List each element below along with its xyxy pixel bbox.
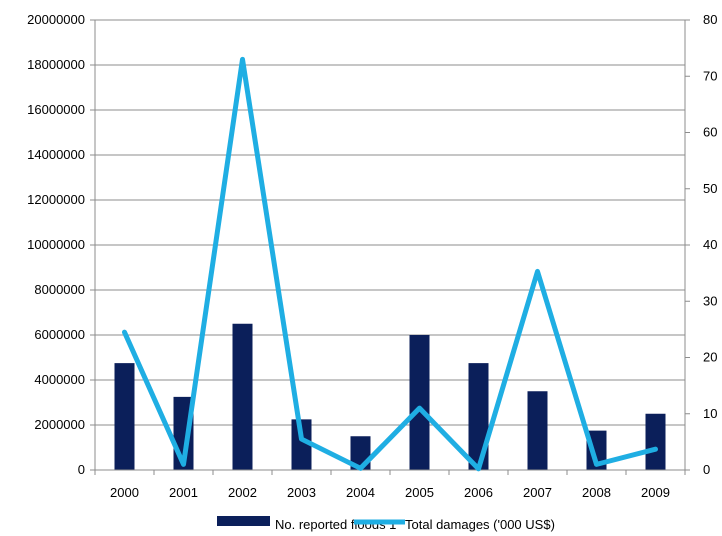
left-tick-label: 18000000 [27,57,85,72]
bar [291,419,312,470]
x-tick-label: 2005 [405,485,434,500]
right-tick-label: 40 [703,237,717,252]
x-tick-label: 2007 [523,485,552,500]
damages-line [122,56,658,472]
x-tick-label: 2004 [346,485,375,500]
x-tick-label: 2001 [169,485,198,500]
left-tick-label: 4000000 [34,372,85,387]
left-axis-ticks: 0 2000000 4000000 6000000 8000000 10000000 120… [27,12,95,477]
right-axis-ticks: 0 10 20 30 40 50 60 70 80 [685,12,717,477]
left-tick-label: 8000000 [34,282,85,297]
legend: No. reported floods 1 Total damages ('000… [217,516,555,532]
left-tick-label: 10000000 [27,237,85,252]
right-tick-label: 80 [703,12,717,27]
bar [468,363,489,470]
left-tick-label: 2000000 [34,417,85,432]
bar [409,335,430,470]
left-tick-label: 0 [78,462,85,477]
left-tick-label: 6000000 [34,327,85,342]
x-axis-ticks: 2000 2001 2002 2003 2004 2005 2006 2007 2008 2009 [110,485,670,500]
legend-bar-swatch [217,516,270,526]
x-tick-label: 2006 [464,485,493,500]
x-tick-label: 2003 [287,485,316,500]
right-tick-label: 60 [703,125,717,140]
left-tick-label: 14000000 [27,147,85,162]
right-tick-label: 70 [703,68,717,83]
right-tick-label: 20 [703,350,717,365]
bar [114,363,135,470]
bar [527,391,548,470]
x-tick-label: 2002 [228,485,257,500]
bar-series [114,323,666,470]
line-series [122,56,658,472]
x-tick-label: 2008 [582,485,611,500]
x-tick-label: 2000 [110,485,139,500]
x-tick-label: 2009 [641,485,670,500]
right-tick-label: 0 [703,462,710,477]
left-tick-label: 20000000 [27,12,85,27]
legend-line-label: Total damages ('000 US$) [405,517,555,532]
gridlines [95,19,685,426]
right-tick-label: 10 [703,406,717,421]
bar [232,323,253,470]
left-tick-label: 16000000 [27,102,85,117]
bar [645,413,666,470]
right-tick-label: 30 [703,293,717,308]
left-tick-label: 12000000 [27,192,85,207]
right-tick-label: 50 [703,181,717,196]
